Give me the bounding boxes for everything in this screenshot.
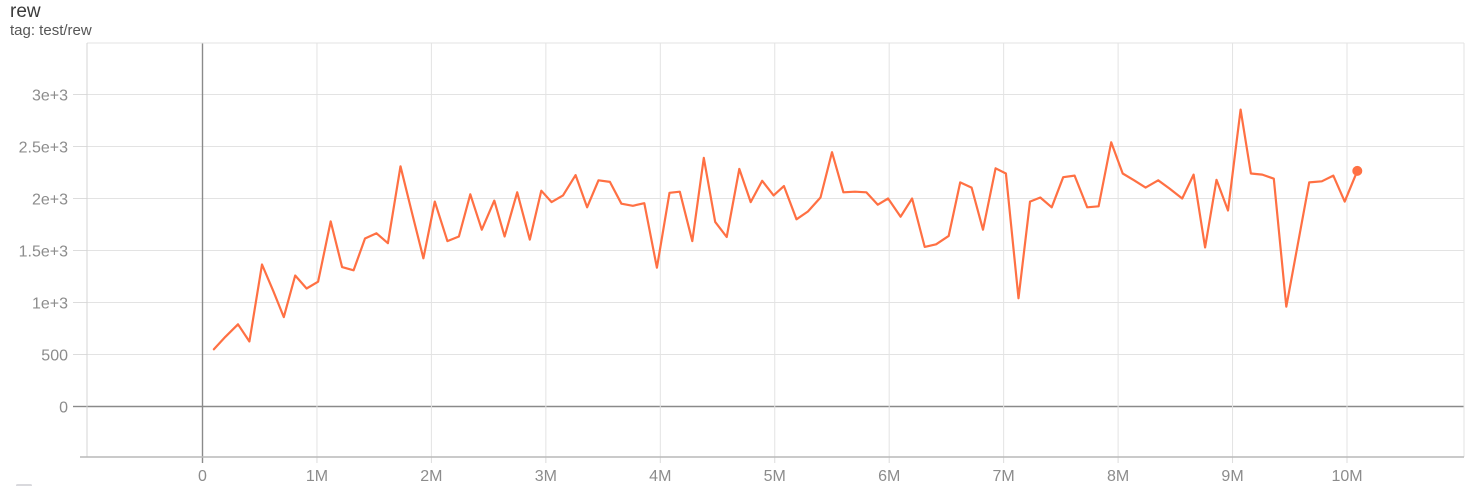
- x-tick-label: 5M: [764, 468, 786, 485]
- x-tick-label: 8M: [1107, 468, 1129, 485]
- x-tick-label: 1M: [306, 468, 328, 485]
- series-line: [212, 108, 1359, 351]
- y-tick-label: 0: [59, 400, 68, 417]
- x-tick-label: 7M: [993, 468, 1015, 485]
- chart-header: rew tag: test/rew: [10, 1, 92, 40]
- x-tick-label: 10M: [1331, 468, 1362, 485]
- x-tick-label: 9M: [1221, 468, 1243, 485]
- y-tick-label: 2.5e+3: [19, 140, 68, 157]
- chart-subtitle: tag: test/rew: [10, 22, 92, 39]
- x-tick-label: 6M: [878, 468, 900, 485]
- cropped-element: [16, 484, 32, 486]
- series-end-marker: [1352, 165, 1363, 176]
- y-tick-label: 500: [41, 348, 68, 365]
- x-tick-label: 4M: [649, 468, 671, 485]
- x-tick-label: 3M: [535, 468, 557, 485]
- x-tick-label: 2M: [420, 468, 442, 485]
- y-tick-label: 3e+3: [32, 88, 68, 105]
- chart-title: rew: [10, 1, 41, 22]
- y-tick-label: 1.5e+3: [19, 244, 68, 261]
- x-tick-label: 0: [198, 468, 207, 485]
- y-tick-label: 2e+3: [32, 192, 68, 209]
- y-tick-label: 1e+3: [32, 296, 68, 313]
